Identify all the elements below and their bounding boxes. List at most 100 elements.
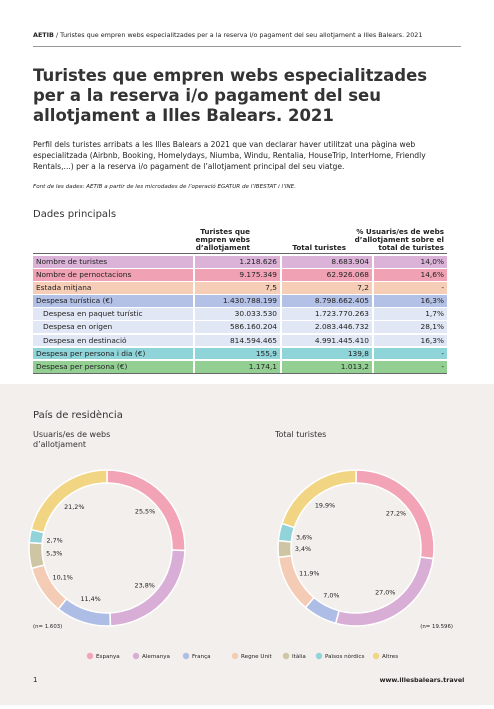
- table-row: Estada mitjana 7,5 7,2-: [33, 282, 447, 294]
- column-header: % Usuaris/es de webs d’allotjament sobre…: [354, 227, 444, 252]
- legend-swatch: [282, 652, 290, 660]
- row-label: Despesa per persona (€): [33, 360, 193, 373]
- donut-segment: [277, 539, 293, 559]
- row-label: Despesa en paquet turístic: [33, 308, 193, 321]
- donut-segment: [281, 469, 357, 529]
- donut-segment: [28, 541, 46, 570]
- table-row: Despesa turística (€) 1.430.788.199 8.798.…: [33, 295, 447, 308]
- table-title: Dades principals: [33, 209, 117, 220]
- cell: 4.991.445.410: [280, 334, 372, 347]
- legend-label: Espanya: [96, 654, 120, 660]
- cell: 155,9: [193, 347, 280, 360]
- legend-label: Altres: [382, 654, 398, 660]
- legend-swatch: [372, 652, 380, 660]
- row-label: Nombre de pernoctacions: [33, 269, 193, 281]
- header-text: / Turistes que empren webs especialitzad…: [55, 31, 423, 39]
- title: Turistes que empren webs especialitzades…: [33, 66, 428, 125]
- charts: País de residència www.illesbalears.trav…: [28, 409, 465, 684]
- cell: 28,1%: [372, 321, 447, 334]
- legend-swatch: [132, 652, 140, 660]
- data-label: 19,9%: [315, 502, 335, 510]
- rule: [33, 373, 447, 374]
- data-label: 7,0%: [323, 591, 339, 599]
- legend-swatch: [182, 652, 190, 660]
- table-row: Despesa en origen 586.160.204 2.083.446.73…: [33, 321, 447, 334]
- table-header: Turistes que empren webs d’allotjament T…: [195, 212, 447, 252]
- row-label: Despesa en origen: [33, 321, 193, 334]
- cell: 2.083.446.732: [280, 321, 372, 334]
- table-row: Despesa per persona i dia (€) 155,9 139,8-: [33, 347, 447, 360]
- column-header: Turistes que empren webs d’allotjament: [195, 227, 251, 252]
- cell: 1.218.626: [193, 256, 280, 268]
- legend-label: Itàlia: [292, 653, 306, 660]
- data-label: 11,9%: [299, 570, 319, 578]
- data-label: 5,3%: [46, 550, 62, 558]
- legend-label: Alemanya: [142, 654, 170, 660]
- table-row: Despesa en destinació 814.594.465 4.991.44…: [33, 334, 447, 347]
- cell: -: [372, 347, 447, 360]
- chart-title: Total turistes: [275, 430, 327, 439]
- data-label: 27,2%: [386, 510, 406, 518]
- cell: -: [372, 360, 447, 373]
- legend-swatch: [231, 652, 239, 660]
- table-row: Nombre de turistes 1.218.626 8.683.904 14,0…: [33, 256, 447, 268]
- cell: 9.175.349: [193, 269, 280, 281]
- legend-swatch: [315, 652, 323, 660]
- legend-swatch: [86, 652, 94, 660]
- sample-note: (n= 1.603): [33, 624, 62, 630]
- data-label: 11,4%: [80, 595, 100, 603]
- cell: 7,5: [193, 282, 280, 294]
- table-body: Nombre de turistes 1.218.626 8.683.904 14,0…: [33, 256, 447, 374]
- cell: 1.723.770.263: [280, 308, 372, 321]
- cell: 30.033.530: [193, 308, 280, 321]
- legend-label: França: [192, 654, 211, 660]
- cell: 814.594.465: [193, 334, 280, 347]
- donut-segment: [57, 597, 112, 627]
- column-header: Total turistes: [292, 243, 346, 252]
- cell: 8.683.904: [280, 256, 372, 268]
- legend-label: Regne Unit: [241, 654, 273, 660]
- table-row: Despesa per persona (€) 1.174,1 1.013,2-: [33, 360, 447, 373]
- chart-panel: País de residència www.illesbalears.trav…: [0, 384, 494, 705]
- donut-segment: [277, 554, 315, 609]
- data-label: 3,6%: [296, 534, 312, 542]
- data-label: 21,2%: [64, 503, 84, 511]
- legend-label: Països nòrdics: [325, 653, 364, 660]
- table-row: Despesa en paquet turístic 30.033.530 1.72…: [33, 308, 447, 321]
- data-label: 10,1%: [53, 574, 73, 582]
- donut-segment: [30, 564, 68, 611]
- cell: 1.013,2: [280, 360, 372, 373]
- page-url: www.illesbalears.travel: [380, 676, 465, 684]
- row-label: Estada mitjana: [33, 282, 193, 294]
- cell: -: [372, 282, 447, 294]
- row-label: Nombre de turistes: [33, 256, 193, 268]
- page-number: 1: [33, 676, 37, 684]
- data-label: 25,5%: [135, 508, 155, 516]
- cell: 62.926.068: [280, 269, 372, 281]
- cell: 14,0%: [372, 256, 447, 268]
- cell: 14,6%: [372, 269, 447, 281]
- rule: [33, 46, 461, 47]
- rule: [33, 253, 447, 254]
- row-label: Despesa turística (€): [33, 295, 193, 308]
- intro: Perfil dels turistes arribats a les Ille…: [33, 140, 426, 171]
- cell: 16,3%: [372, 334, 447, 347]
- data-label: 2,7%: [47, 536, 63, 544]
- cell: 1.174,1: [193, 360, 280, 373]
- row-label: Despesa per persona i dia (€): [33, 347, 193, 360]
- row-label: Despesa en destinació: [33, 334, 193, 347]
- sample-note: (n= 19.596): [420, 624, 453, 630]
- cell: 16,3%: [372, 295, 447, 308]
- chart-title-box: Usuaris/es de webs d’allotjament: [33, 430, 110, 449]
- source: Font de les dades: AETIB a partir de les…: [33, 184, 296, 190]
- cell: 1,7%: [372, 308, 447, 321]
- chart-title-box: Total turistes: [275, 430, 327, 439]
- cell: 139,8: [280, 347, 372, 360]
- cell: 8.798.662.405: [280, 295, 372, 308]
- data-label: 3,4%: [295, 545, 311, 553]
- data-label: 23,8%: [135, 582, 155, 590]
- cell: 586.160.204: [193, 321, 280, 334]
- data-label: 27,0%: [375, 589, 395, 597]
- donut-segment: [30, 469, 108, 534]
